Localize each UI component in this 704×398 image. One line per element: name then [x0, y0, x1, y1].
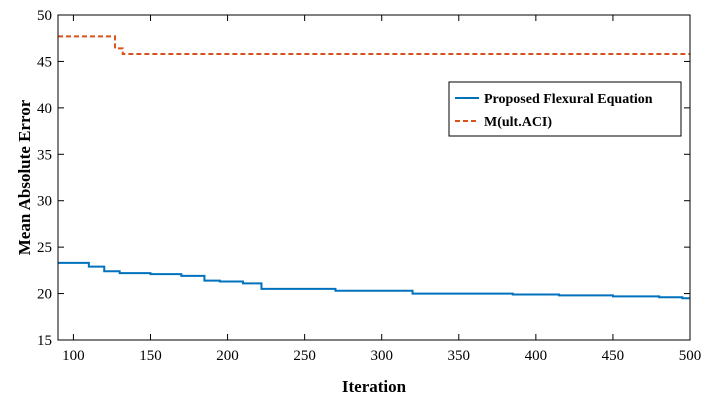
plot-area — [58, 15, 690, 340]
x-tick-label: 400 — [525, 348, 548, 364]
x-tick-label: 350 — [448, 348, 471, 364]
legend-box — [448, 81, 682, 137]
plot-frame — [57, 14, 691, 341]
tick-layer: 100 150 200 250 300 350 400 450 500 15 20 25 30 35 40 4… — [37, 8, 701, 364]
legend: Proposed Flexural Equation M(ult.ACI) — [448, 81, 682, 137]
y-tick-label: 45 — [37, 54, 52, 70]
legend-label-proposed: Proposed Flexural Equation — [484, 92, 653, 107]
legend-label-m-ult-aci: M(ult.ACI) — [484, 115, 552, 130]
series-line-proposed — [58, 261, 690, 300]
y-tick-label: 35 — [37, 147, 52, 163]
y-tick-label: 30 — [37, 194, 52, 210]
x-tick-label: 450 — [602, 348, 625, 364]
y-tick-label: 15 — [37, 333, 52, 349]
y-axis-title: Mean Absolute Error — [15, 99, 34, 255]
y-tick-label: 40 — [37, 101, 52, 117]
x-tick-label: 150 — [139, 348, 162, 364]
x-tick-label: 300 — [370, 348, 393, 364]
y-tick-label: 25 — [37, 240, 52, 256]
x-tick-label: 250 — [293, 348, 316, 364]
series-line-m-ult-aci — [58, 35, 690, 55]
y-tick-label: 50 — [37, 8, 52, 24]
y-tick-label: 20 — [37, 287, 52, 303]
x-tick-label: 200 — [216, 348, 239, 364]
x-tick-label: 100 — [62, 348, 85, 364]
x-axis-title: Iteration — [342, 377, 407, 396]
x-tick-label: 500 — [679, 348, 702, 364]
series-layer — [58, 35, 690, 300]
